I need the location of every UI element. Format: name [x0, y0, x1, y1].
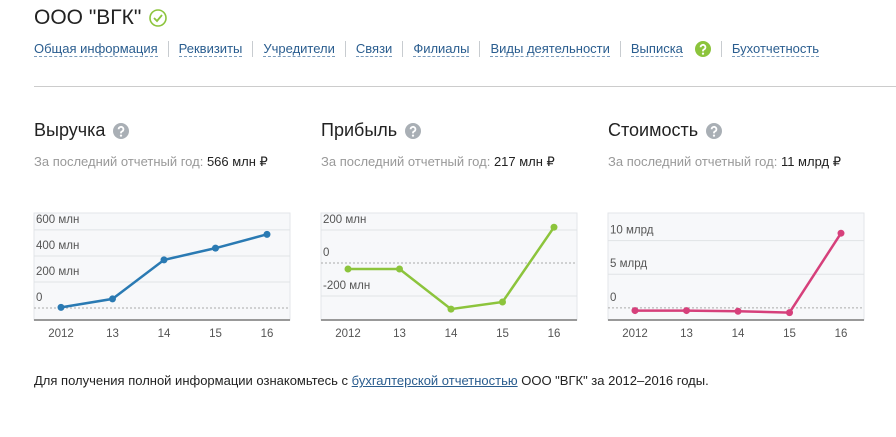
point [447, 305, 455, 313]
y-tick-label: 10 млрд [610, 225, 654, 237]
point [263, 230, 271, 238]
chart-title: Выручка [34, 120, 130, 141]
y-tick-label: 200 млн [36, 266, 79, 278]
footer-text: ООО "ВГК" за 2012–2016 годы. [517, 373, 709, 388]
nav-separator [167, 41, 169, 57]
point [396, 265, 403, 273]
x-tick-label: 13 [680, 328, 693, 340]
nav-separator [720, 41, 722, 57]
subtitle-label: За последний отчетный год: [321, 154, 491, 169]
nav-link[interactable]: Виды деятельности [490, 41, 610, 57]
point [786, 309, 793, 317]
y-tick-label: -200 млн [323, 280, 370, 292]
verified-icon [149, 9, 168, 27]
help-icon[interactable] [694, 41, 711, 57]
nav-link[interactable]: Связи [355, 41, 393, 57]
nav-separator [619, 41, 621, 57]
x-tick-label: 14 [732, 328, 745, 340]
subtitle-label: За последний отчетный год: [34, 154, 204, 169]
x-tick-label: 15 [209, 328, 222, 340]
footer-text: Для получения полной информации ознакомь… [34, 373, 352, 388]
point [160, 256, 168, 264]
point [550, 223, 558, 231]
y-tick-label: 600 млн [36, 214, 79, 226]
x-tick-label: 2012 [48, 328, 74, 340]
help-icon[interactable] [706, 122, 723, 139]
chart-title: Стоимость [608, 120, 723, 141]
nav-link[interactable]: Бухотчетность [731, 41, 820, 57]
point [212, 244, 219, 252]
company-title: ООО "ВГК" [34, 6, 142, 29]
nav: Общая информация Реквизиты Учредители Связи… [34, 41, 820, 57]
nav-link[interactable]: Учредители [263, 41, 335, 57]
chart-title-text: Стоимость [608, 120, 699, 140]
nav-separator [479, 41, 481, 57]
x-tick-label: 13 [106, 328, 119, 340]
x-tick-label: 16 [261, 328, 274, 340]
y-tick-label: 0 [36, 292, 42, 304]
chart-title-text: Прибыль [321, 120, 398, 140]
help-icon[interactable] [113, 122, 130, 139]
latest-value: 566 млн ₽ [206, 154, 268, 169]
x-tick-label: 2012 [622, 328, 648, 340]
y-tick-label: 0 [323, 247, 329, 259]
y-tick-label: 5 млрд [610, 258, 647, 270]
footer: Для получения полной информации ознакомь… [34, 373, 709, 388]
point [631, 307, 639, 315]
x-tick-label: 13 [393, 328, 406, 340]
chart-title-text: Выручка [34, 120, 106, 140]
divider [34, 86, 896, 87]
nav-separator [344, 41, 346, 57]
nav-separator [252, 41, 254, 57]
chart-subtitle: За последний отчетный год: 217 млн ₽ [321, 154, 555, 170]
y-tick-label: 400 млн [36, 240, 79, 252]
nav-link[interactable]: Общая информация [34, 41, 158, 57]
point [499, 298, 506, 306]
footer-link[interactable]: бухгалтерской отчетностью [351, 373, 518, 388]
x-tick-label: 2012 [335, 328, 361, 340]
latest-value: 217 млн ₽ [493, 154, 555, 169]
plot-area [33, 212, 291, 321]
latest-value: 11 млрд ₽ [780, 154, 841, 169]
chart-subtitle: За последний отчетный год: 11 млрд ₽ [608, 154, 841, 170]
y-tick-label: 0 [610, 292, 616, 304]
point [344, 265, 352, 273]
point [683, 307, 690, 315]
header: ООО "ВГК" [34, 6, 169, 30]
point [837, 229, 845, 237]
plot-area [320, 212, 578, 321]
chart-subtitle: За последний отчетный год: 566 млн ₽ [34, 154, 268, 170]
x-tick-label: 15 [783, 328, 796, 340]
x-tick-label: 15 [496, 328, 509, 340]
nav-link[interactable]: Выписка [630, 41, 683, 57]
nav-link[interactable]: Филиалы [413, 41, 470, 57]
y-tick-label: 200 млн [323, 214, 366, 226]
x-tick-label: 14 [158, 328, 171, 340]
subtitle-label: За последний отчетный год: [608, 154, 778, 169]
point [57, 303, 65, 311]
x-tick-label: 16 [548, 328, 561, 340]
point [109, 295, 116, 303]
point [734, 307, 742, 315]
x-tick-label: 16 [835, 328, 848, 340]
chart-title: Прибыль [321, 120, 422, 141]
nav-separator [402, 41, 404, 57]
nav-link[interactable]: Реквизиты [178, 41, 243, 57]
plot-area [607, 212, 865, 321]
help-icon[interactable] [405, 122, 422, 139]
x-tick-label: 14 [445, 328, 458, 340]
